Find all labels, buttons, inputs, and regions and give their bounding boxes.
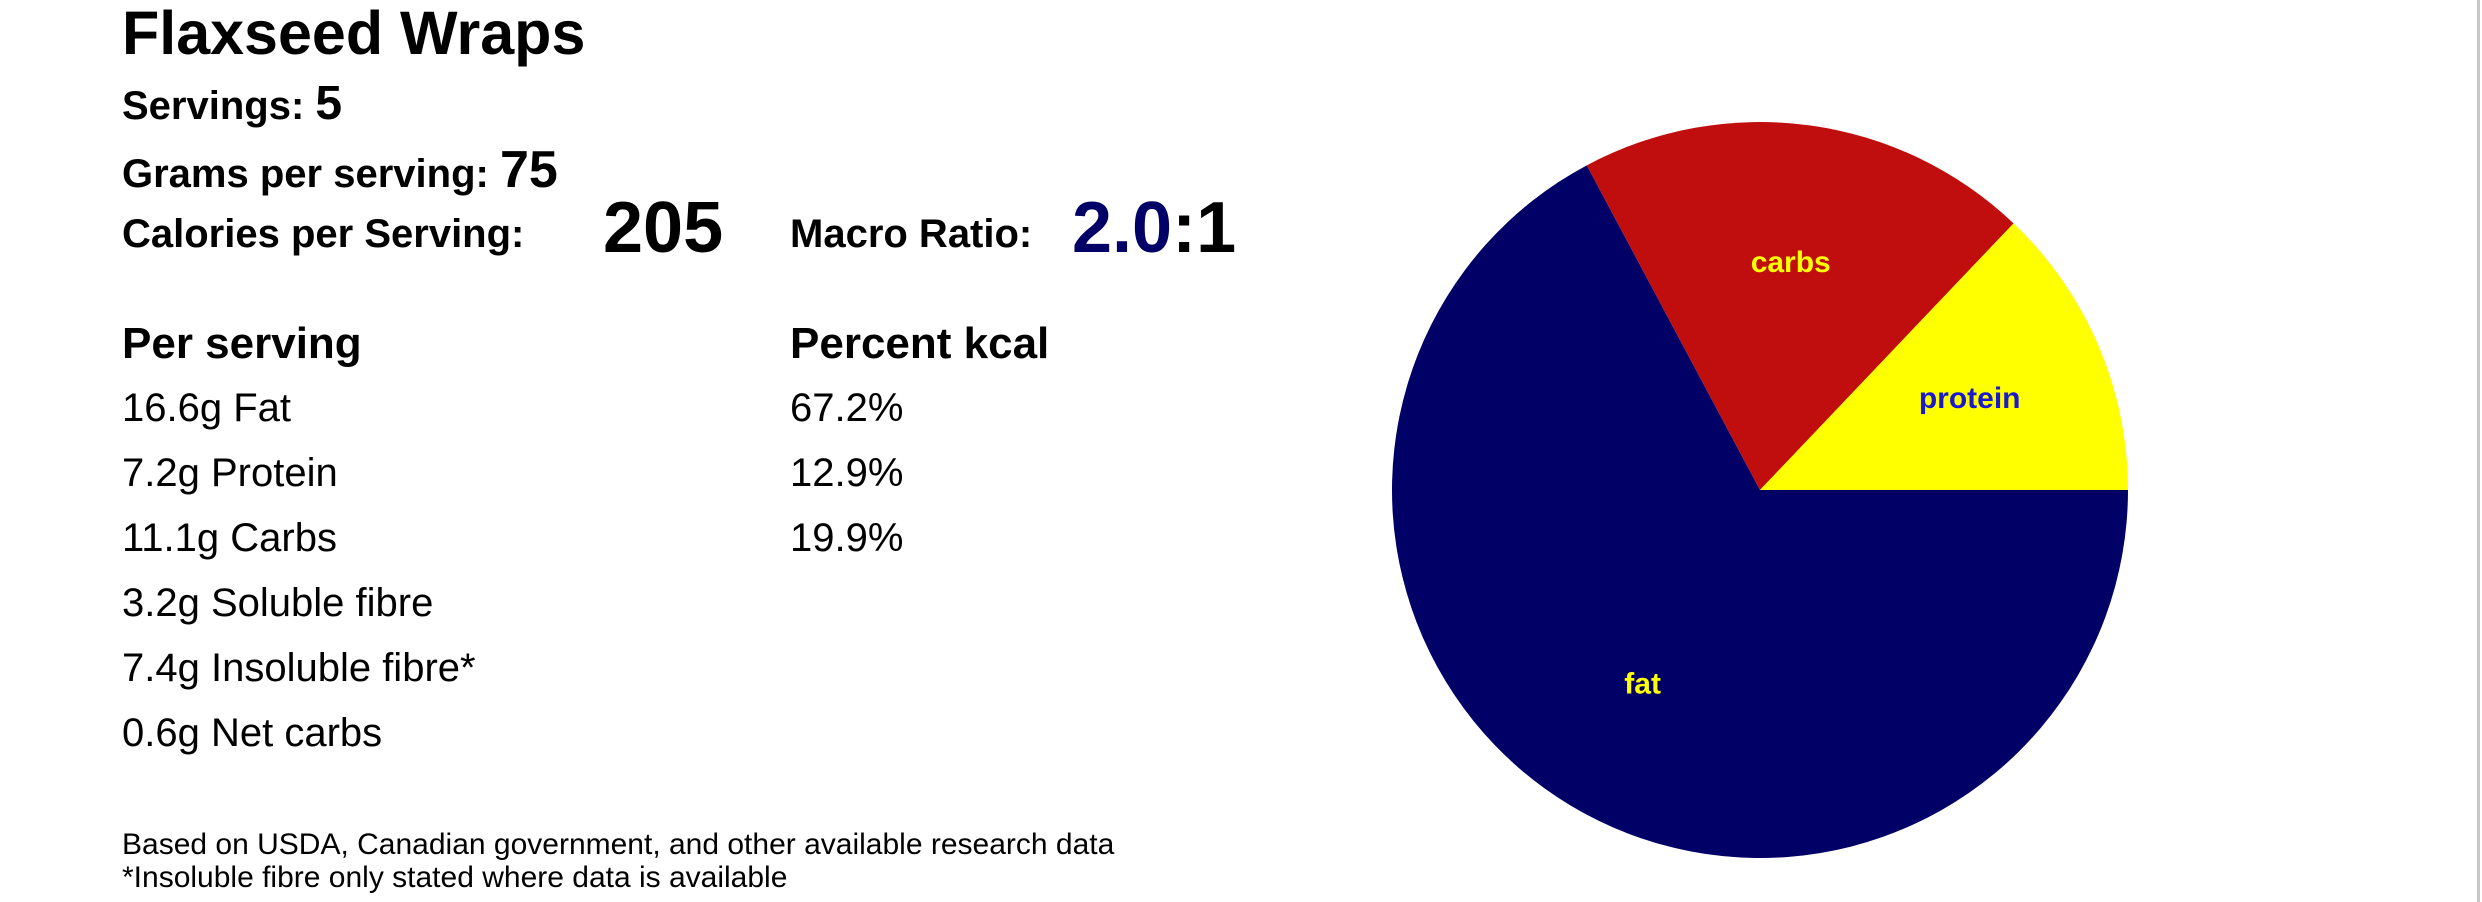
row-soluble-fibre: 3.2g Soluble fibre (122, 581, 434, 625)
macro-ratio-number: 2.0 (1072, 188, 1173, 268)
pie-slice-protein (1760, 223, 2128, 491)
calories-label: Calories per Serving: (122, 212, 525, 256)
macro-ratio-suffix: :1 (1172, 188, 1237, 268)
per-serving-header: Per serving (122, 319, 362, 368)
percent-kcal-header: Percent kcal (790, 319, 1050, 368)
row-insoluble-fibre: 7.4g Insoluble fibre* (122, 646, 476, 690)
pie-label-carbs: carbs (1751, 246, 1831, 279)
right-border (2477, 0, 2480, 902)
macro-ratio-label: Macro Ratio: (790, 212, 1033, 256)
pie-slice-fat (1392, 165, 2128, 858)
calories-value: 205 (603, 188, 724, 268)
servings-value: 5 (315, 77, 343, 130)
fibre-note: *Insoluble fibre only stated where data … (122, 861, 788, 894)
row-net-carbs: 0.6g Net carbs (122, 711, 383, 755)
grams-value: 75 (499, 141, 558, 199)
row-protein-amount: 7.2g Protein (122, 451, 338, 495)
pie-label-fat: fat (1624, 668, 1661, 701)
row-carbs-percent: 19.9% (790, 516, 904, 560)
servings-label: Servings: (122, 84, 305, 128)
grams-line: Grams per serving: 75 (122, 144, 558, 196)
servings-line: Servings: 5 (122, 80, 342, 128)
macro-ratio-value: 2.0:1 (1072, 192, 1236, 264)
footnotes: Based on USDA, Canadian government, and … (122, 828, 1114, 894)
row-carbs-amount: 11.1g Carbs (122, 516, 337, 560)
recipe-title: Flaxseed Wraps (122, 0, 586, 67)
pie-label-protein: protein (1919, 382, 2021, 415)
row-protein-percent: 12.9% (790, 451, 904, 495)
row-fat-percent: 67.2% (790, 386, 904, 430)
row-fat-amount: 16.6g Fat (122, 386, 292, 430)
pie-slice-carbs (1586, 122, 2014, 490)
source-note: Based on USDA, Canadian government, and … (122, 828, 1115, 861)
grams-label: Grams per serving: (122, 152, 489, 196)
